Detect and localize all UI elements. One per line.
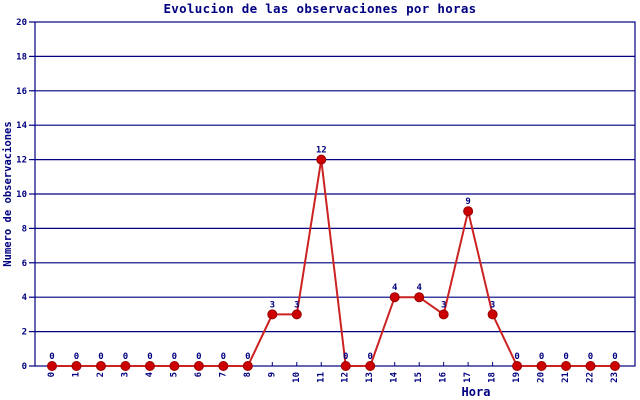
svg-text:3: 3 bbox=[270, 300, 275, 310]
svg-text:12: 12 bbox=[341, 372, 351, 383]
svg-text:1: 1 bbox=[71, 372, 81, 377]
svg-text:11: 11 bbox=[316, 372, 326, 383]
svg-text:14: 14 bbox=[16, 121, 27, 131]
svg-text:0: 0 bbox=[588, 352, 593, 362]
svg-text:0: 0 bbox=[47, 372, 57, 377]
svg-text:20: 20 bbox=[16, 18, 27, 28]
svg-text:3: 3 bbox=[294, 300, 299, 310]
svg-text:6: 6 bbox=[22, 259, 27, 269]
svg-text:3: 3 bbox=[490, 300, 495, 310]
svg-text:4: 4 bbox=[22, 293, 28, 303]
svg-text:18: 18 bbox=[16, 52, 27, 62]
svg-text:8: 8 bbox=[22, 224, 27, 234]
y-axis-ticks bbox=[29, 21, 35, 367]
svg-text:6: 6 bbox=[194, 372, 204, 377]
svg-text:10: 10 bbox=[16, 190, 27, 200]
svg-text:0: 0 bbox=[74, 352, 79, 362]
svg-text:8: 8 bbox=[243, 372, 253, 377]
svg-text:0: 0 bbox=[245, 352, 250, 362]
svg-text:17: 17 bbox=[463, 372, 473, 383]
x-axis-title: Hora bbox=[462, 385, 491, 399]
svg-text:0: 0 bbox=[514, 352, 519, 362]
svg-text:0: 0 bbox=[221, 352, 226, 362]
chart-title: Evolucion de las observaciones por horas bbox=[163, 1, 476, 16]
svg-text:0: 0 bbox=[22, 362, 27, 372]
svg-text:18: 18 bbox=[488, 372, 498, 383]
svg-text:0: 0 bbox=[172, 352, 177, 362]
svg-text:0: 0 bbox=[343, 352, 348, 362]
svg-text:3: 3 bbox=[441, 300, 446, 310]
svg-text:15: 15 bbox=[414, 372, 424, 383]
svg-text:9: 9 bbox=[267, 372, 277, 377]
svg-text:2: 2 bbox=[96, 372, 106, 377]
svg-text:0: 0 bbox=[563, 352, 568, 362]
svg-text:2: 2 bbox=[22, 328, 27, 338]
svg-text:3: 3 bbox=[120, 372, 130, 377]
svg-text:16: 16 bbox=[439, 372, 449, 383]
svg-text:0: 0 bbox=[539, 352, 544, 362]
svg-text:20: 20 bbox=[537, 372, 547, 383]
point-value-labels: 0 0 0 0 0 0 0 0 0 3 3 12 0 0 4 4 3 9 3 0 0 0 0 0 bbox=[49, 146, 617, 362]
svg-text:0: 0 bbox=[196, 352, 201, 362]
svg-text:12: 12 bbox=[316, 146, 327, 156]
y-axis-title: Numero de observaciones bbox=[2, 121, 14, 266]
svg-text:5: 5 bbox=[169, 372, 179, 377]
svg-text:10: 10 bbox=[292, 372, 302, 383]
y-axis-tick-labels: 0 2 4 6 8 10 12 14 16 18 20 bbox=[16, 18, 27, 372]
svg-text:19: 19 bbox=[512, 372, 522, 383]
svg-text:0: 0 bbox=[612, 352, 617, 362]
svg-text:23: 23 bbox=[610, 372, 620, 383]
svg-text:0: 0 bbox=[49, 352, 54, 362]
svg-text:0: 0 bbox=[98, 352, 103, 362]
x-axis-tick-labels: 0 1 2 3 4 5 6 7 8 9 10 11 12 13 14 15 16 17 18 19 20 21 22 23 bbox=[47, 371, 620, 382]
svg-text:0: 0 bbox=[123, 352, 128, 362]
svg-text:4: 4 bbox=[392, 283, 398, 293]
svg-text:0: 0 bbox=[147, 352, 152, 362]
svg-text:7: 7 bbox=[218, 372, 228, 377]
svg-text:4: 4 bbox=[145, 371, 155, 377]
svg-text:9: 9 bbox=[465, 197, 470, 207]
svg-text:22: 22 bbox=[586, 372, 596, 383]
gridlines bbox=[35, 55, 635, 333]
svg-text:12: 12 bbox=[16, 156, 27, 166]
svg-text:14: 14 bbox=[390, 371, 400, 382]
svg-text:21: 21 bbox=[561, 372, 571, 383]
svg-text:13: 13 bbox=[365, 372, 375, 383]
svg-text:4: 4 bbox=[416, 283, 422, 293]
svg-text:0: 0 bbox=[368, 352, 373, 362]
svg-text:16: 16 bbox=[16, 87, 27, 97]
data-point-markers bbox=[47, 154, 620, 371]
